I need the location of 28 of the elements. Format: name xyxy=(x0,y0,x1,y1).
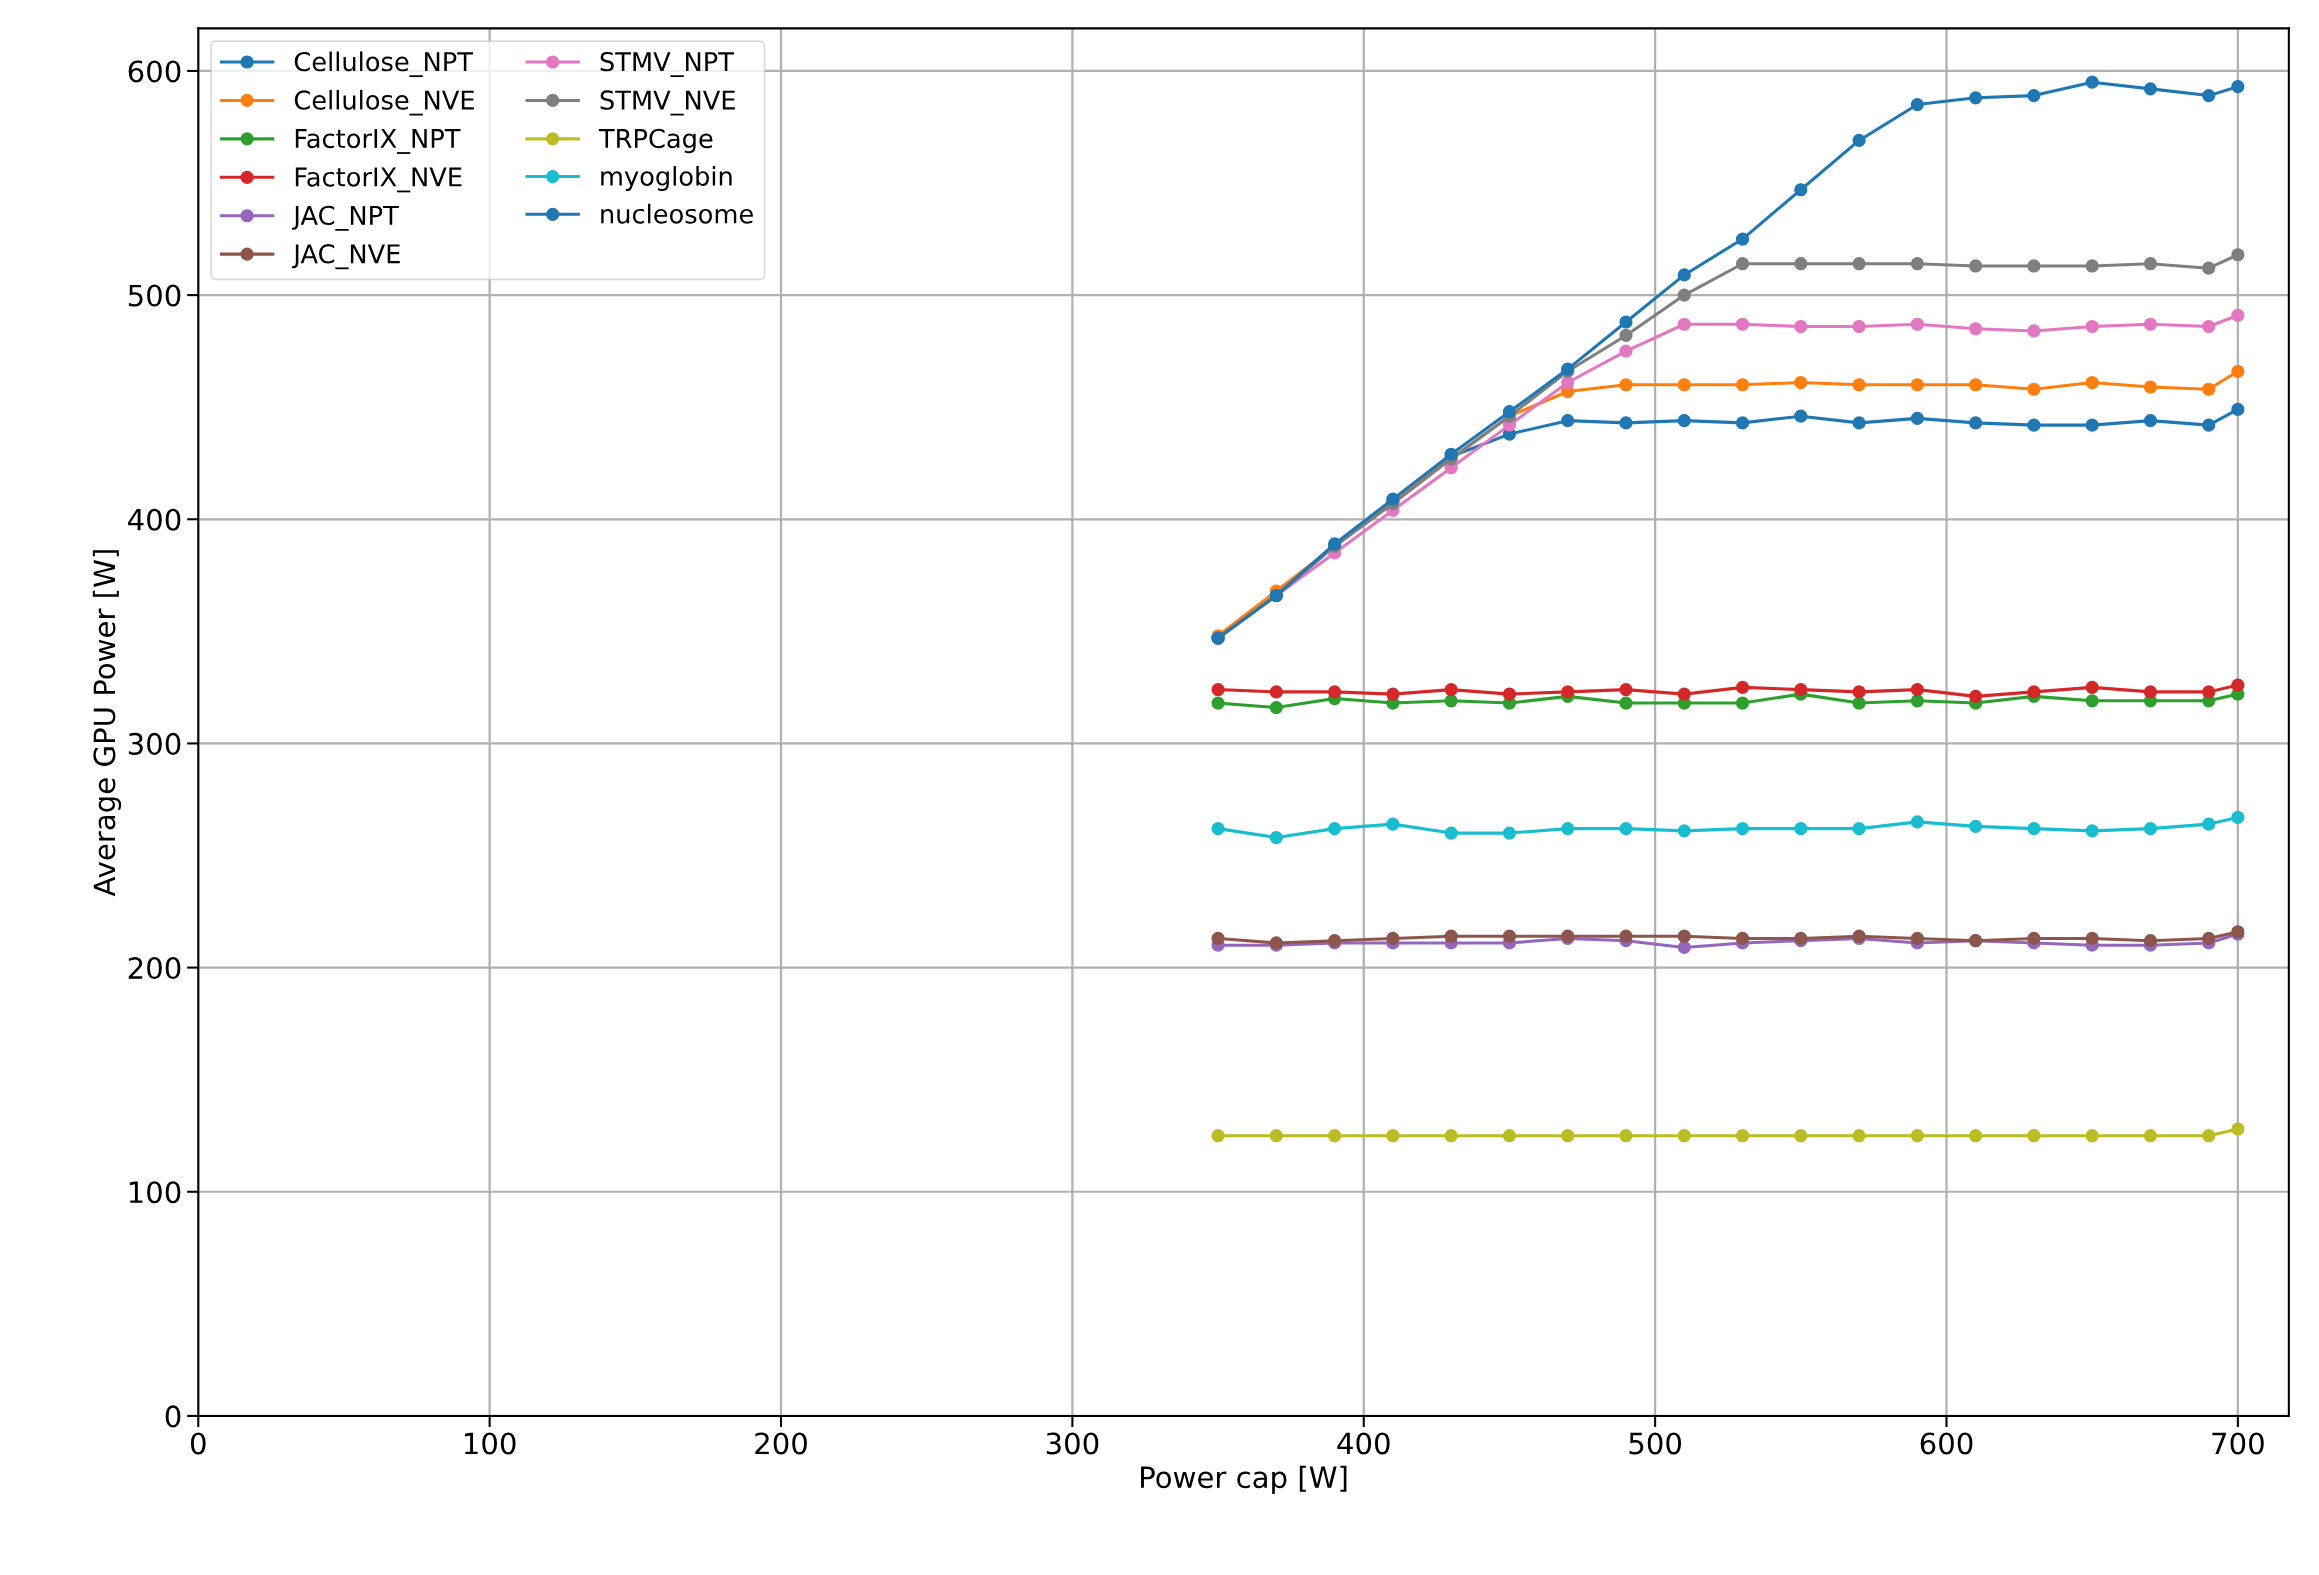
legend-label: STMV_NPT xyxy=(600,51,735,78)
y-tick-label: 200 xyxy=(128,957,181,980)
legend-label: JAC_NPT xyxy=(292,205,399,231)
legend-label: STMV_NVE xyxy=(600,90,735,116)
y-axis-title: Average GPU Power [W] xyxy=(92,550,122,897)
legend-label: nucleosome xyxy=(601,203,753,224)
legend-label: FactorIX_NPT xyxy=(295,129,461,154)
x-tick-label: 200 xyxy=(755,1432,807,1455)
y-tick-label: 600 xyxy=(128,60,181,83)
legend-label: TRPCage xyxy=(598,128,713,154)
x-tick-label: 100 xyxy=(465,1432,516,1455)
y-tick-label: 400 xyxy=(128,508,181,531)
x-axis-title: Power cap [W] xyxy=(1141,1465,1347,1494)
x-tick-label: 300 xyxy=(1046,1432,1099,1455)
x-tick-label: 400 xyxy=(1337,1432,1390,1455)
x-tick-label: 700 xyxy=(2212,1432,2264,1455)
legend-label: FactorIX_NVE xyxy=(295,167,462,193)
legend-label: Cellulose_NPT xyxy=(294,51,474,78)
y-tick-label: 100 xyxy=(129,1181,181,1204)
legend-label: JAC_NVE xyxy=(292,244,400,270)
legend-label: myoglobin xyxy=(601,166,732,191)
legend-label: Cellulose_NVE xyxy=(294,89,474,116)
y-tick-label: 500 xyxy=(128,284,181,307)
y-tick-label: 300 xyxy=(128,732,181,755)
x-tick-label: 500 xyxy=(1629,1432,1682,1455)
x-tick-label: 0 xyxy=(190,1432,206,1455)
y-tick-label: 0 xyxy=(165,1405,181,1428)
x-tick-label: 600 xyxy=(1920,1432,1973,1455)
